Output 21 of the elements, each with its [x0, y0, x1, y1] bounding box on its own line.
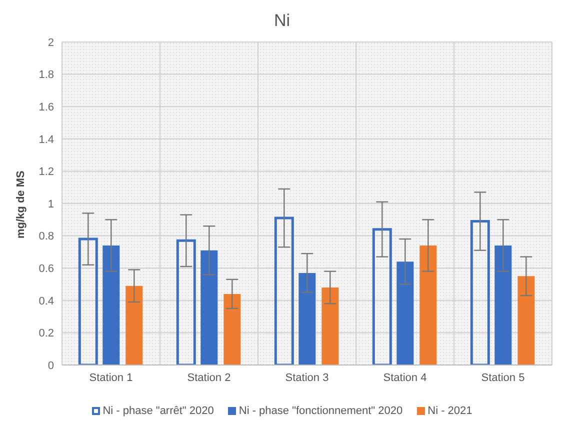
x-tick-label: Station 3: [285, 372, 329, 384]
x-tick-label: Station 4: [383, 372, 427, 384]
y-tick-label: 0.8: [38, 230, 54, 243]
y-tick-label: 1.8: [38, 69, 54, 82]
x-tick-label: Station 1: [89, 372, 133, 384]
chart-title: Ni: [272, 10, 292, 32]
y-tick-label: 0.4: [38, 295, 54, 308]
y-tick-label: 0: [48, 360, 54, 372]
y-tick-label: 0.2: [38, 328, 54, 340]
y-axis-title: mg/kg de MS: [14, 170, 27, 238]
y-tick-label: 1.6: [38, 102, 54, 114]
y-tick-label: 2: [48, 36, 54, 49]
x-tick-label: Station 5: [481, 372, 525, 384]
y-tick-label: 1.2: [38, 166, 54, 178]
legend-label: Ni - phase "arrêt" 2020: [102, 405, 214, 417]
y-tick-label: 1.4: [38, 134, 54, 146]
y-tick-label: 1: [48, 198, 54, 210]
x-tick-label: Station 2: [187, 372, 231, 384]
legend-label: Ni - phase "fonctionnement" 2020: [238, 405, 403, 417]
y-tick-label: 0.6: [38, 263, 54, 276]
legend-label: Ni - 2021: [428, 405, 472, 417]
